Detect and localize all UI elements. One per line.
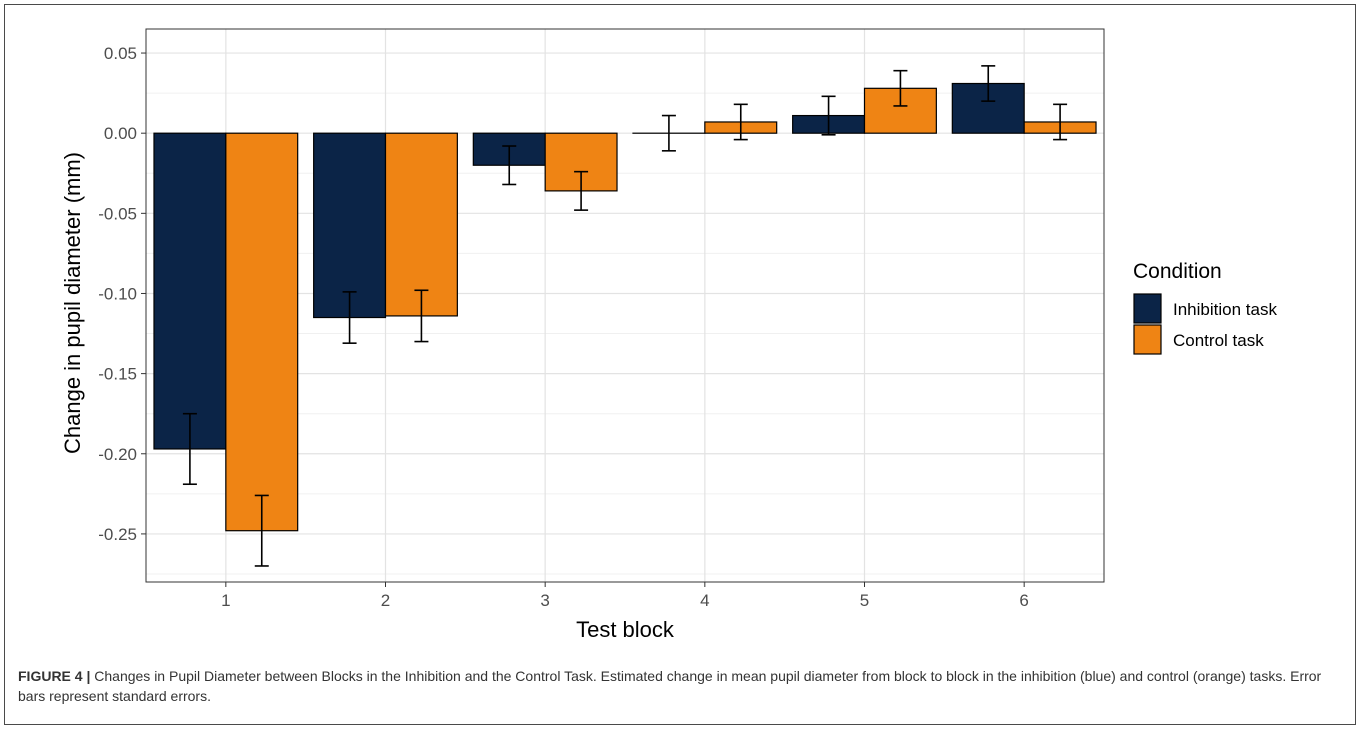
caption-label: FIGURE 4 | (18, 668, 91, 684)
x-tick-label: 2 (381, 591, 390, 610)
y-axis: 0.05 0.00 -0.05 -0.10 -0.15 -0.20 -0.25 (98, 44, 146, 544)
legend-label: Control task (1173, 331, 1264, 350)
legend-item: Control task (1133, 324, 1264, 355)
major-gridlines (146, 29, 1104, 582)
y-tick-label: 0.00 (104, 124, 137, 143)
y-tick-label: -0.05 (98, 204, 137, 223)
y-tick-label: 0.05 (104, 44, 137, 63)
error-bar (342, 291, 357, 344)
bar (153, 132, 227, 450)
error-bar (981, 65, 996, 102)
legend-label: Inhibition task (1173, 300, 1277, 319)
y-tick-label: -0.10 (98, 284, 137, 303)
y-axis-title: Change in pupil diameter (mm) (60, 152, 85, 454)
x-axis-title: Test block (576, 617, 675, 642)
x-tick-label: 6 (1019, 591, 1028, 610)
error-bar (574, 170, 589, 211)
bar (225, 132, 299, 532)
error-bar (414, 289, 429, 343)
plot-panel (146, 29, 1104, 582)
bar-chart: 0.05 0.00 -0.05 -0.10 -0.15 -0.20 -0.25 1 2 3 4 5 6… (60, 28, 1277, 642)
error-bar (733, 103, 748, 141)
error-bars (182, 65, 1068, 567)
x-tick-label: 3 (540, 591, 549, 610)
minor-gridlines (146, 92, 1104, 575)
x-tick-label: 5 (860, 591, 869, 610)
legend-key (1133, 324, 1162, 355)
plot-border (145, 28, 1105, 583)
legend-item: Inhibition task (1133, 293, 1277, 324)
error-bar (821, 95, 836, 136)
caption-text: Changes in Pupil Diameter between Blocks… (18, 668, 1322, 704)
bar (384, 132, 458, 317)
bars (153, 82, 1097, 532)
bar (313, 132, 387, 319)
y-tick-label: -0.15 (98, 365, 137, 384)
error-bar (661, 114, 676, 152)
error-bar (182, 412, 197, 486)
error-bar (893, 69, 908, 107)
legend-title: Condition (1133, 260, 1222, 283)
error-bar (254, 494, 269, 567)
y-tick-label: -0.25 (98, 525, 137, 544)
legend-key (1133, 293, 1162, 324)
error-bar (502, 145, 517, 186)
x-axis: 1 2 3 4 5 6 (221, 582, 1029, 610)
error-bar (1053, 103, 1068, 141)
figure-frame (4, 4, 1356, 725)
y-tick-label: -0.20 (98, 445, 137, 464)
legend: Condition Inhibition task Control task (1133, 260, 1277, 355)
figure-caption: FIGURE 4 | Changes in Pupil Diameter bet… (18, 666, 1343, 706)
x-tick-label: 4 (700, 591, 709, 610)
x-tick-label: 1 (221, 591, 230, 610)
